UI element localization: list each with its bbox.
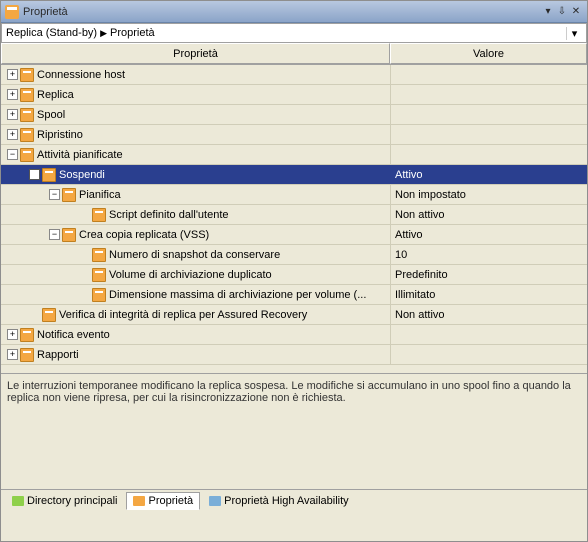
tree-row-pianifica[interactable]: − Pianifica Non impostato: [1, 185, 587, 205]
collapse-icon[interactable]: −: [7, 149, 18, 160]
property-icon: [20, 128, 34, 142]
row-label: Volume di archiviazione duplicato: [109, 269, 272, 281]
row-label: Dimensione massima di archiviazione per …: [109, 289, 366, 301]
dropdown-icon[interactable]: ▾: [541, 6, 555, 17]
row-label: Rapporti: [37, 349, 79, 361]
tree-row-script-utente[interactable]: Script definito dall'utente Non attivo: [1, 205, 587, 225]
property-icon: [20, 148, 34, 162]
tree-row-sospendi[interactable]: Sospendi Attivo: [1, 165, 587, 185]
collapse-icon[interactable]: −: [49, 189, 60, 200]
row-value: [390, 85, 587, 104]
row-label: Attività pianificate: [37, 149, 123, 161]
tree-row-attivita-pianificate[interactable]: − Attività pianificate: [1, 145, 587, 165]
tree-row-dimensione-massima[interactable]: Dimensione massima di archiviazione per …: [1, 285, 587, 305]
column-header-value[interactable]: Valore: [390, 43, 587, 64]
tree-row-notifica-evento[interactable]: + Notifica evento: [1, 325, 587, 345]
help-panel: Le interruzioni temporanee modificano la…: [1, 373, 587, 489]
help-text: Le interruzioni temporanee modificano la…: [7, 380, 571, 404]
ha-icon: [209, 496, 221, 506]
tab-label: Proprietà: [148, 495, 193, 507]
property-icon: [20, 108, 34, 122]
property-icon: [42, 168, 56, 182]
tree-row-replica[interactable]: + Replica: [1, 85, 587, 105]
folder-icon: [12, 496, 24, 506]
expand-icon[interactable]: +: [7, 109, 18, 120]
row-label: Verifica di integrità di replica per Ass…: [59, 309, 307, 321]
property-tree: + Connessione host + Replica + Spool + Ripri…: [1, 65, 587, 373]
tree-row-crea-copia-vss[interactable]: − Crea copia replicata (VSS) Attivo: [1, 225, 587, 245]
property-icon: [62, 188, 76, 202]
tree-row-verifica-integrita[interactable]: Verifica di integrità di replica per Ass…: [1, 305, 587, 325]
property-icon: [92, 288, 106, 302]
row-label: Pianifica: [79, 189, 121, 201]
row-value: [390, 325, 587, 344]
row-label: Notifica evento: [37, 329, 110, 341]
window-icon: [5, 5, 19, 19]
tree-row-spool[interactable]: + Spool: [1, 105, 587, 125]
tree-row-numero-snapshot[interactable]: Numero di snapshot da conservare 10: [1, 245, 587, 265]
tree-row-connessione-host[interactable]: + Connessione host: [1, 65, 587, 85]
column-headers: Proprietà Valore: [1, 43, 587, 65]
row-label: Ripristino: [37, 129, 83, 141]
expand-icon[interactable]: +: [7, 89, 18, 100]
row-value[interactable]: Non attivo: [390, 205, 587, 224]
breadcrumb-item[interactable]: Replica (Stand-by): [6, 27, 97, 39]
column-header-property[interactable]: Proprietà: [1, 43, 390, 64]
close-icon[interactable]: ✕: [569, 6, 583, 17]
property-icon: [20, 68, 34, 82]
expand-icon[interactable]: +: [7, 329, 18, 340]
tree-row-volume-archiviazione[interactable]: Volume di archiviazione duplicato Predef…: [1, 265, 587, 285]
row-label: Spool: [37, 109, 65, 121]
row-label: Replica: [37, 89, 74, 101]
expand-icon[interactable]: +: [7, 69, 18, 80]
row-value: [390, 145, 587, 164]
row-value[interactable]: Attivo: [390, 165, 587, 184]
property-icon: [20, 328, 34, 342]
pin-icon[interactable]: ⇩: [555, 6, 569, 17]
row-label: Connessione host: [37, 69, 125, 81]
tab-bar: Directory principali Proprietà Proprietà…: [1, 489, 587, 511]
collapse-icon[interactable]: −: [49, 229, 60, 240]
tab-label: Directory principali: [27, 495, 117, 507]
breadcrumb-dropdown[interactable]: ▾: [566, 27, 582, 40]
row-value[interactable]: Non attivo: [390, 305, 587, 324]
title-bar: Proprietà ▾ ⇩ ✕: [1, 1, 587, 23]
tree-row-ripristino[interactable]: + Ripristino: [1, 125, 587, 145]
tab-proprieta-ha[interactable]: Proprietà High Availability: [202, 492, 356, 510]
row-value: [390, 125, 587, 144]
property-icon: [62, 228, 76, 242]
property-icon: [133, 496, 145, 506]
chevron-right-icon: ▶: [100, 28, 107, 39]
property-icon: [20, 348, 34, 362]
row-value[interactable]: Attivo: [390, 225, 587, 244]
tab-proprieta[interactable]: Proprietà: [126, 492, 200, 510]
row-value: [390, 65, 587, 84]
checkbox[interactable]: [29, 169, 40, 180]
row-value[interactable]: Non impostato: [390, 185, 587, 204]
tab-directory-principali[interactable]: Directory principali: [5, 492, 124, 510]
property-icon: [20, 88, 34, 102]
row-value: [390, 105, 587, 124]
row-value[interactable]: 10: [390, 245, 587, 264]
tab-label: Proprietà High Availability: [224, 495, 349, 507]
breadcrumb-item[interactable]: Proprietà: [110, 27, 155, 39]
property-icon: [92, 248, 106, 262]
expand-icon[interactable]: +: [7, 349, 18, 360]
property-icon: [92, 208, 106, 222]
row-label: Sospendi: [59, 169, 105, 181]
row-label: Script definito dall'utente: [109, 209, 229, 221]
property-icon: [42, 308, 56, 322]
expand-icon[interactable]: +: [7, 129, 18, 140]
breadcrumb: Replica (Stand-by) ▶ Proprietà ▾: [1, 23, 587, 43]
tree-row-rapporti[interactable]: + Rapporti: [1, 345, 587, 365]
row-label: Numero di snapshot da conservare: [109, 249, 280, 261]
row-value: [390, 345, 587, 364]
row-value[interactable]: Illimitato: [390, 285, 587, 304]
window-title: Proprietà: [23, 6, 541, 18]
property-icon: [92, 268, 106, 282]
row-value[interactable]: Predefinito: [390, 265, 587, 284]
row-label: Crea copia replicata (VSS): [79, 229, 209, 241]
